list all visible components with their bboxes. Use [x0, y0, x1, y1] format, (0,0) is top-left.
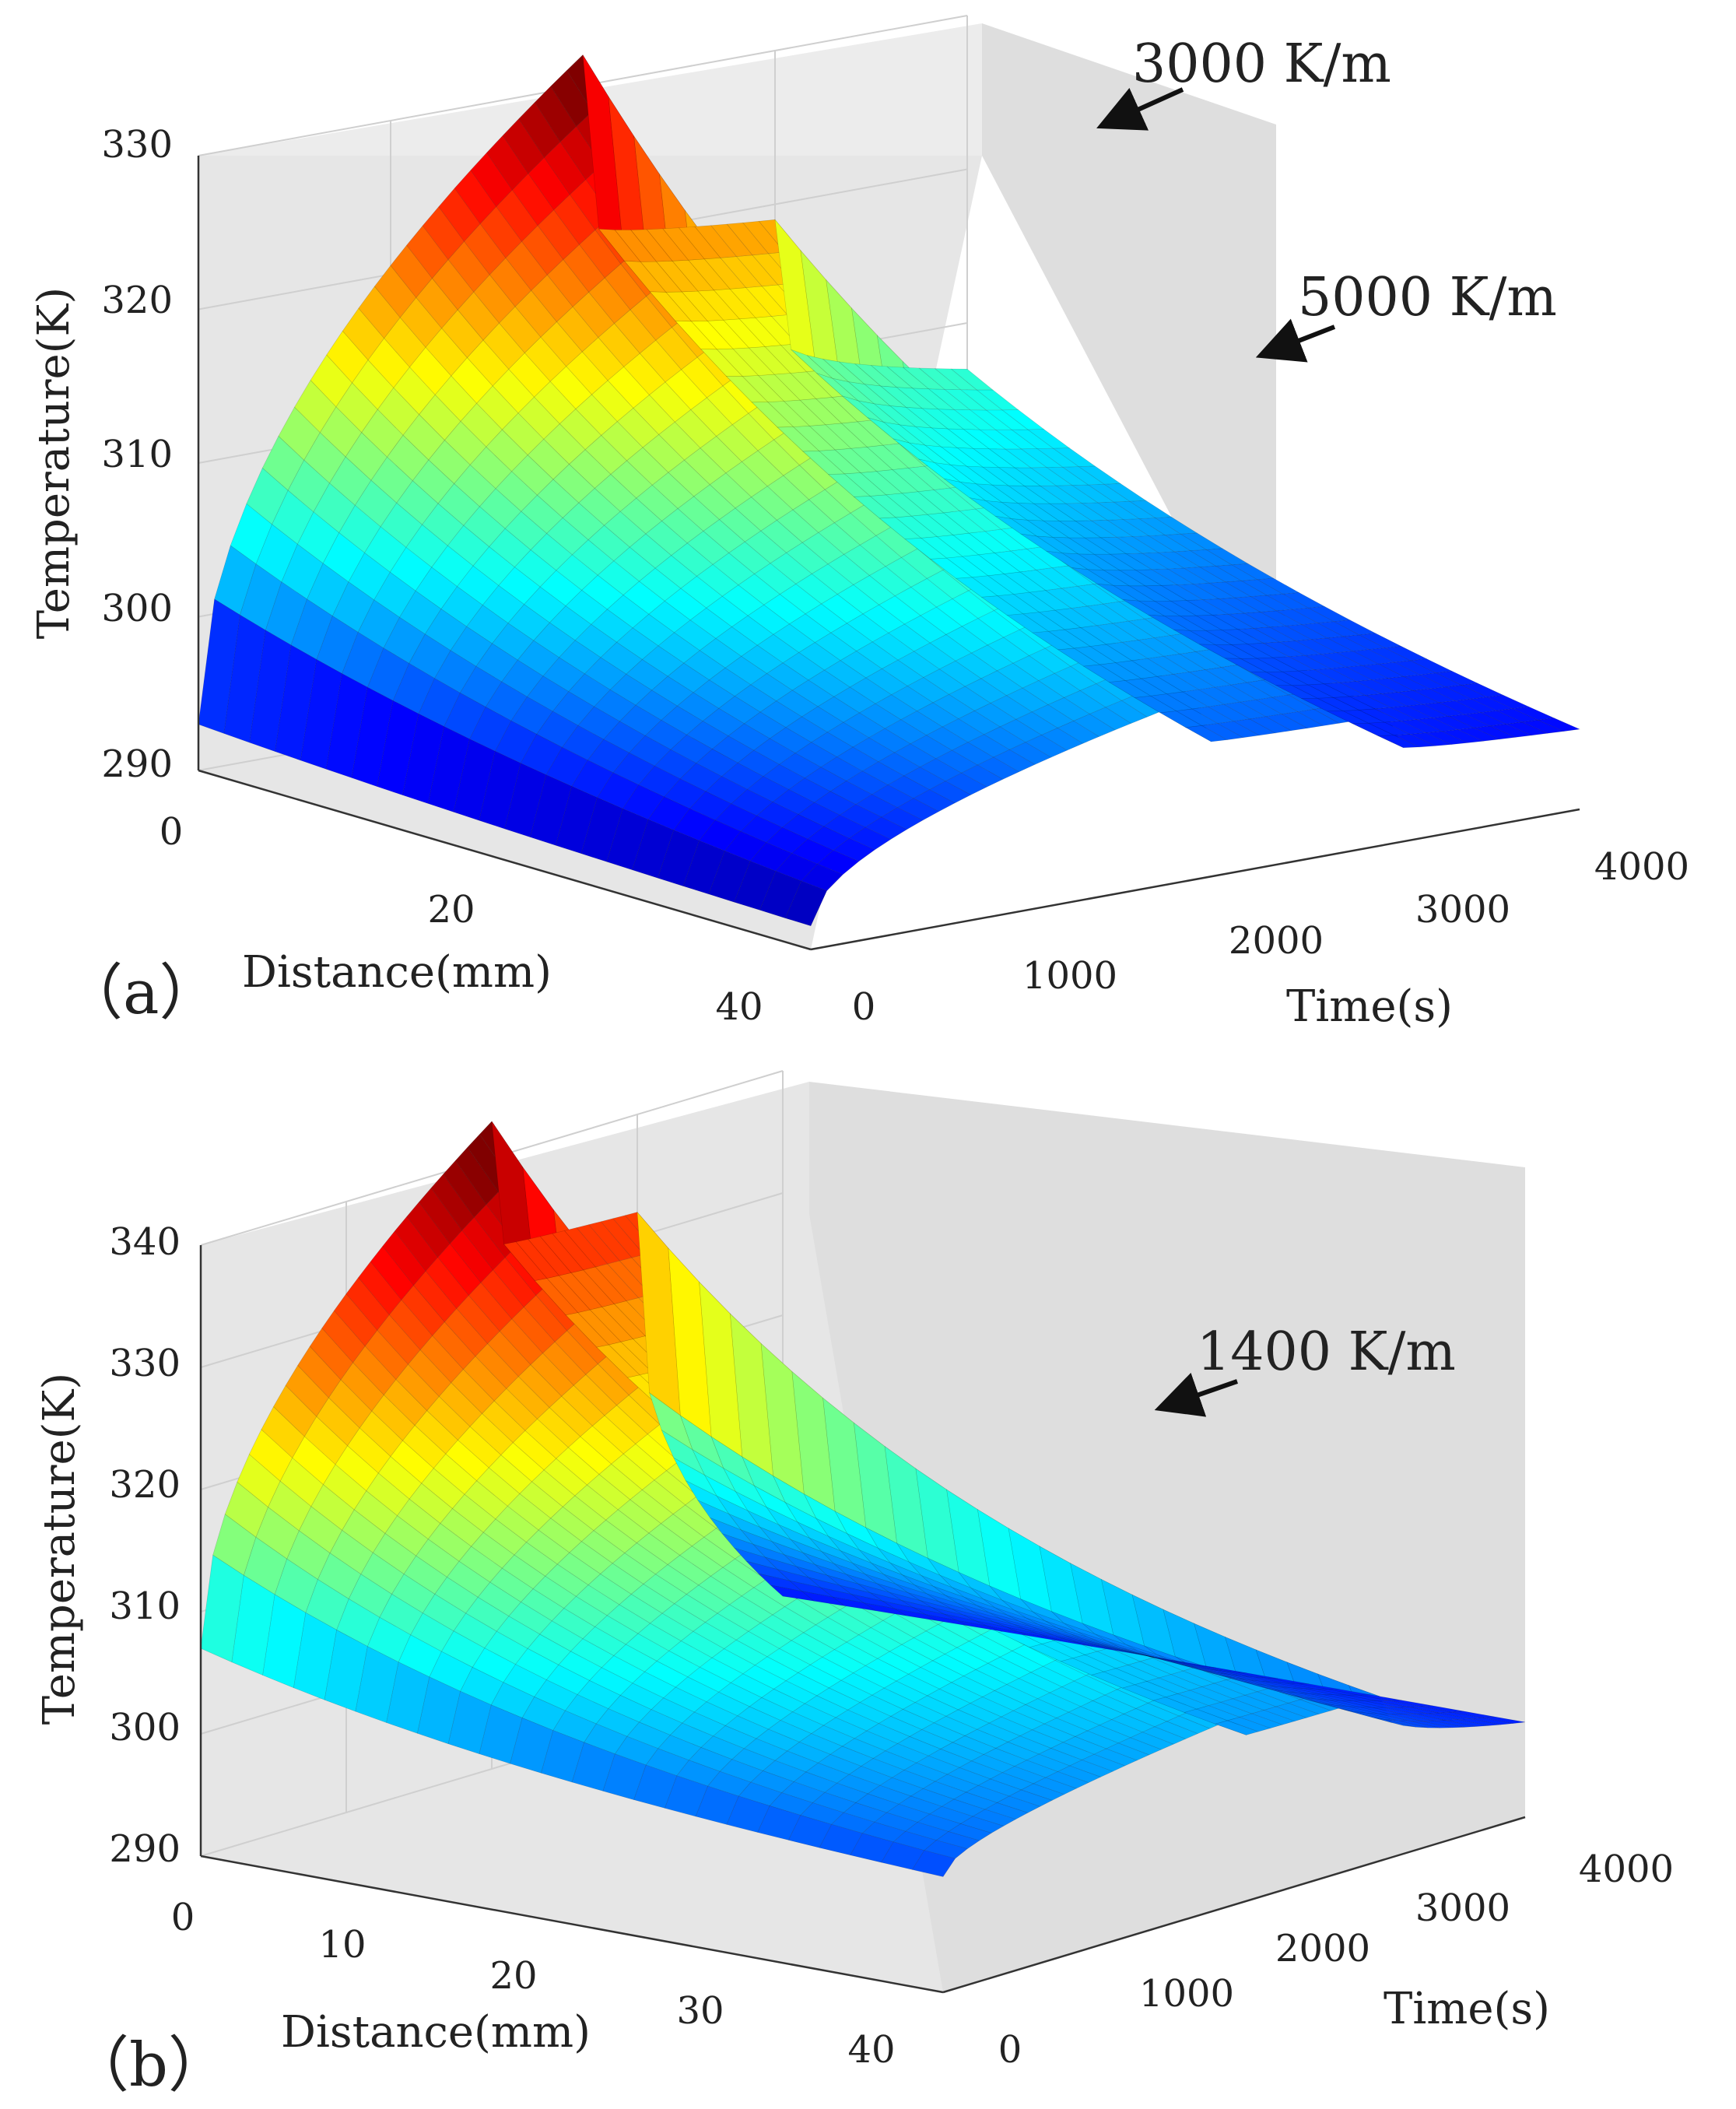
panel-a-annotation-3000: 3000 K/m	[1132, 33, 1391, 95]
panel-a-xtick-40: 40	[715, 985, 763, 1029]
b-surface-cell	[1389, 1700, 1433, 1707]
panel-b-xtick-10: 10	[318, 1923, 366, 1967]
panel-b-axes	[199, 1245, 1526, 1994]
panel-a-xlabel: Distance(mm)	[242, 947, 552, 998]
panel-b-ytick-2000: 2000	[1275, 1927, 1370, 1970]
panel-a-ylabel: Time(s)	[1286, 981, 1453, 1032]
panel-b-xtick-20: 20	[489, 1954, 537, 1998]
a-surface-cell	[1307, 605, 1351, 623]
panel-b-ztick-340: 340	[109, 1220, 181, 1264]
b-surface-cell	[1173, 1660, 1216, 1669]
panel-b-annotation-1400: 1400 K/m	[1197, 1321, 1456, 1383]
panel-a-ytick-0: 0	[852, 985, 876, 1029]
panel-b-zlabel: Temperature(K)	[34, 1373, 85, 1725]
a-surface-cell	[1537, 718, 1581, 732]
b-surface-cell	[1142, 1655, 1185, 1663]
panel-a-arrow-5000	[1255, 318, 1336, 363]
panel-b-xtick-30: 30	[676, 1989, 724, 2033]
panel-b-surface	[200, 1121, 1526, 1877]
b-surface-cell	[1234, 1672, 1278, 1679]
panel-a-ytick-2000: 2000	[1229, 919, 1324, 963]
panel-b-ztick-330: 330	[109, 1342, 181, 1385]
a-surface-cell	[1333, 619, 1377, 636]
panel-b-ztick-300: 300	[109, 1706, 181, 1749]
panel-a-ytick-4000: 4000	[1594, 845, 1689, 889]
panel-b-ytick-4000: 4000	[1579, 1848, 1674, 1891]
a-surface-cell	[1052, 447, 1096, 467]
b-surface-cell	[832, 1596, 876, 1612]
panel-a-ytick-1000: 1000	[1022, 954, 1117, 998]
panel-b-ytick-3000: 3000	[1415, 1886, 1510, 1930]
a-surface-cell	[950, 368, 994, 391]
panel-a-ztick-320: 320	[101, 279, 173, 322]
panel-b-xtick-40: 40	[847, 2028, 895, 2072]
panel-a: 330 320 310 300 290 0 20 40 0 1000 2000 …	[29, 15, 1689, 1032]
panel-b-ytick-1000: 1000	[1139, 1972, 1234, 2016]
panel-b-ztick-320: 320	[109, 1463, 181, 1507]
a-surface-cell	[1026, 429, 1071, 449]
b-surface-cell	[1049, 1637, 1092, 1647]
panel-a-xtick-0: 0	[160, 810, 184, 854]
panel-b-label: （b）	[68, 2030, 229, 2100]
b-surface-cell	[1450, 1711, 1495, 1718]
panel-a-ztick-330: 330	[101, 123, 173, 167]
b-surface-cell	[1203, 1665, 1247, 1674]
panel-a-ytick-3000: 3000	[1415, 888, 1510, 932]
panel-b-xlabel: Distance(mm)	[281, 2007, 591, 2058]
panel-b-ztick-290: 290	[109, 1827, 181, 1871]
panel-a-surface	[198, 54, 1581, 927]
a-surface-cell	[1359, 633, 1402, 648]
panel-a-ztick-290: 290	[101, 742, 173, 786]
b-surface-cell	[894, 1608, 938, 1621]
panel-b: 340 330 320 310 300 290 0 10 20 30 40 0 …	[34, 1070, 1674, 2100]
panel-b-arrow-1400	[1154, 1372, 1238, 1417]
panel-b-xtick-0: 0	[171, 1896, 195, 1939]
panel-a-xtick-20: 20	[427, 888, 475, 932]
panel-a-axes	[197, 156, 1580, 951]
panel-b-ytick-0: 0	[998, 2028, 1022, 2072]
b-surface-cell	[956, 1619, 1000, 1631]
panel-a-arrow-3000	[1096, 87, 1184, 131]
b-surface-cell	[770, 1584, 815, 1602]
b-surface-cell	[1079, 1643, 1124, 1652]
panel-a-ztick-310: 310	[101, 433, 173, 476]
a-surface-cell	[1154, 516, 1198, 535]
panel-b-ztick-310: 310	[109, 1584, 181, 1628]
panel-a-ztick-300: 300	[101, 587, 173, 630]
panel-b-ylabel: Time(s)	[1384, 1984, 1550, 2034]
panel-a-annotation-5000: 5000 K/m	[1298, 267, 1557, 328]
panel-a-zlabel: Temperature(K)	[29, 287, 79, 639]
a-surface-cell	[1129, 500, 1173, 518]
panel-a-label: （a）	[62, 958, 220, 1028]
